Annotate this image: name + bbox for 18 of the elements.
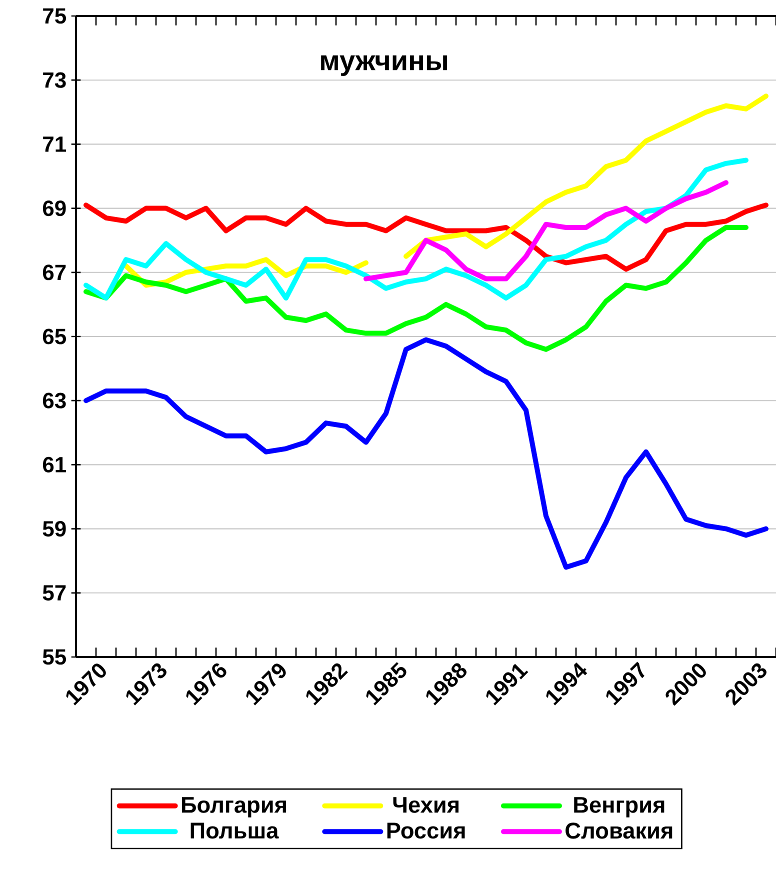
y-tick-label: 57 [42,585,66,601]
y-tick-label: 67 [42,264,66,280]
legend-label: Россия [387,822,465,839]
legend-label: Венгрия [574,797,664,818]
y-tick-label: 69 [42,200,66,216]
y-tick-label: 75 [43,8,66,24]
legend-label: Польша [190,822,279,839]
y-tick-label: 63 [42,392,66,408]
y-tick-label: 71 [43,136,66,152]
legend-label: Словакия [566,822,672,839]
legend-label: Болгария [182,797,286,818]
text: мужчины [321,55,447,76]
y-tick-label: 61 [42,456,66,472]
y-tick-label: 55 [42,649,66,665]
y-tick-label: 65 [42,328,66,344]
y-tick-label: 59 [42,521,66,537]
y-tick-label: 73 [43,72,66,88]
legend-label: Чехия [393,797,459,813]
